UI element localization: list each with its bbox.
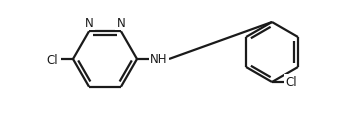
Text: N: N (116, 17, 125, 30)
Text: Cl: Cl (46, 53, 58, 66)
Text: N: N (84, 17, 94, 30)
Text: Cl: Cl (285, 76, 297, 89)
Text: N: N (116, 17, 125, 30)
Text: N: N (84, 17, 94, 30)
Text: NH: NH (150, 53, 167, 66)
